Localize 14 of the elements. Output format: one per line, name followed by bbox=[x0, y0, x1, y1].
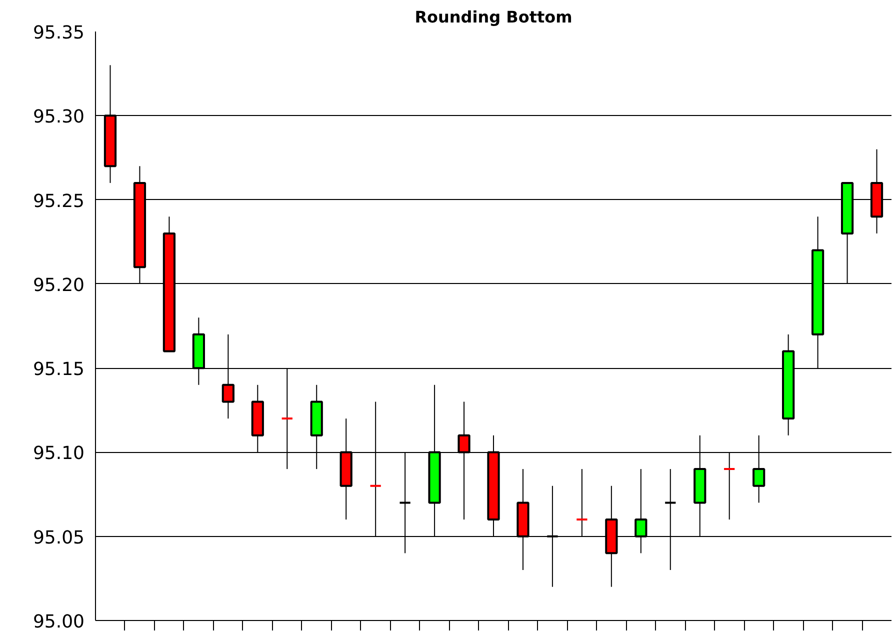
candlestick bbox=[752, 434, 766, 504]
y-tick-label: 95.10 bbox=[32, 443, 84, 464]
candlestick bbox=[458, 401, 470, 520]
y-tick-label: 95.15 bbox=[32, 359, 84, 380]
chart-title: Rounding Bottom bbox=[414, 8, 572, 26]
candlestick bbox=[222, 334, 234, 420]
candlestick bbox=[280, 368, 294, 470]
y-tick-label: 95.20 bbox=[32, 274, 84, 296]
y-tick-label: 95.30 bbox=[32, 106, 84, 128]
y-tick-label: 95.00 bbox=[32, 612, 84, 632]
y-tick-label: 95.25 bbox=[32, 190, 84, 212]
y-tick-label: 95.05 bbox=[32, 527, 84, 548]
y-tick-label: 95.35 bbox=[32, 22, 84, 44]
candlestick bbox=[723, 452, 736, 520]
